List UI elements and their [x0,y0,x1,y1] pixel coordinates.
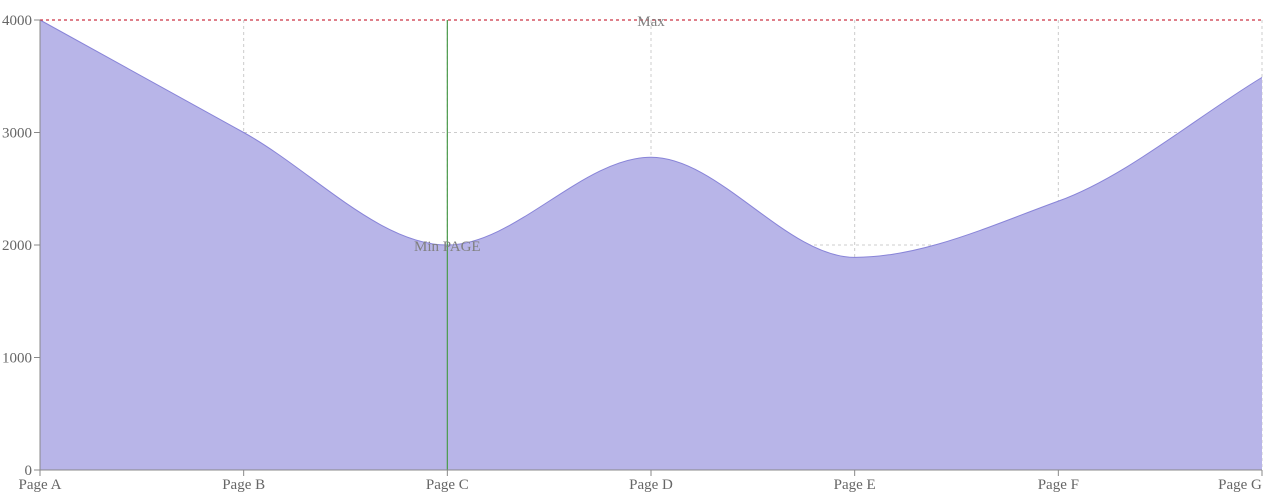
x-tick-label: Page C [426,477,469,493]
y-tick-label: 3000 [2,126,32,142]
axes: 0 1000 2000 3000 4000 Page A Page B Page C Page … [2,13,1263,493]
x-tick-label: Page E [834,477,876,493]
area-fill [40,20,1262,470]
reference-lines: Max Min PAGE [40,14,1262,470]
x-tick-label: Page G [1218,477,1262,493]
y-tick-label: 0 [25,463,33,479]
y-tick-label: 4000 [2,13,32,29]
y-tick-label: 1000 [2,351,32,367]
max-reference-label: Max [637,14,665,30]
min-page-reference-label: Min PAGE [414,239,481,255]
x-tick-label: Page F [1038,477,1079,493]
x-tick-label: Page D [629,477,673,493]
x-tick-label: Page A [19,477,62,493]
x-tick-label: Page B [222,477,265,493]
y-tick-label: 2000 [2,238,32,254]
